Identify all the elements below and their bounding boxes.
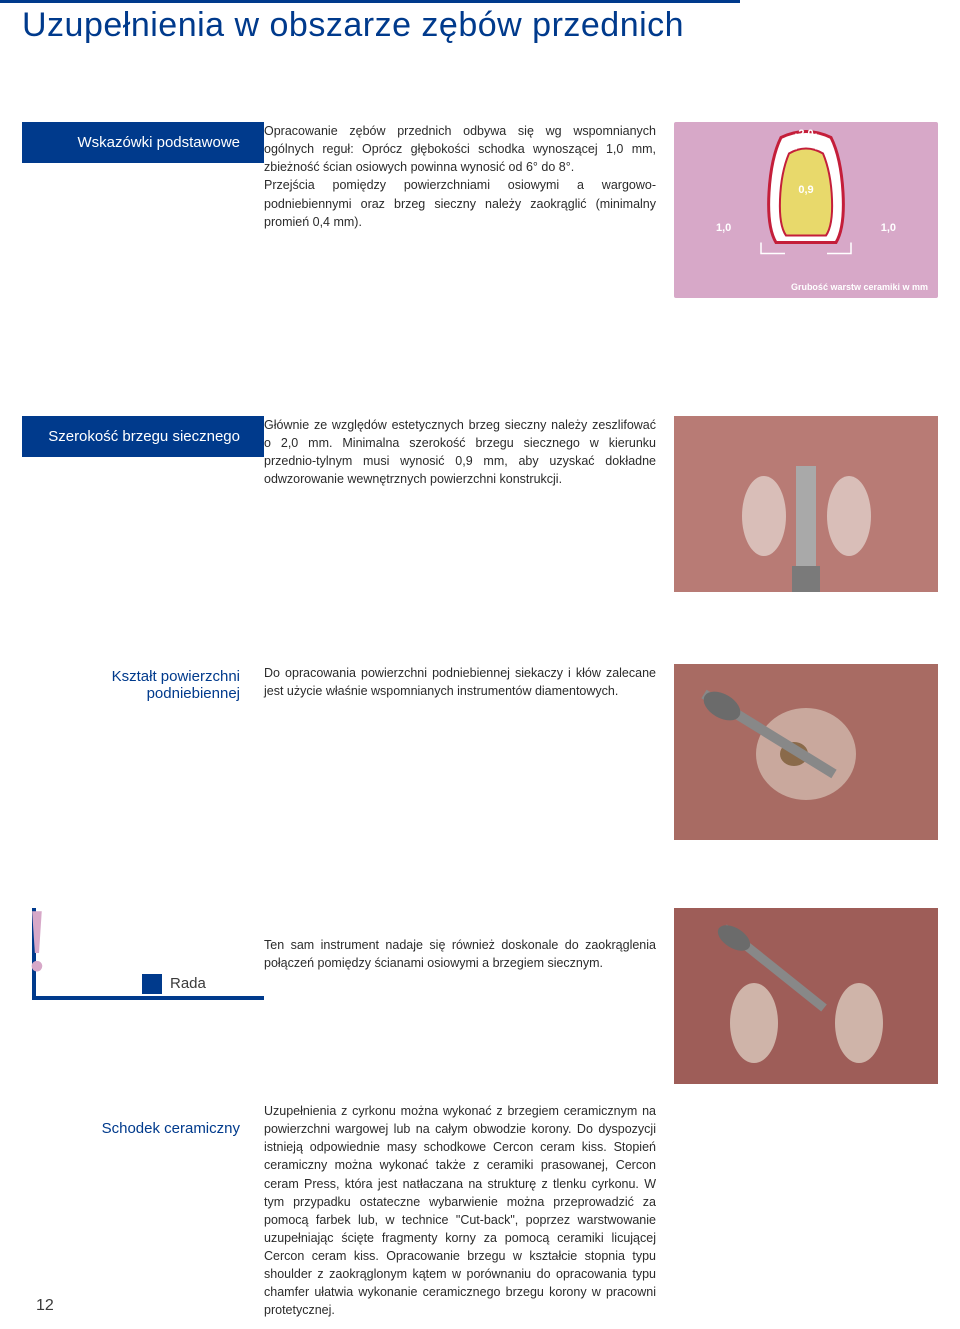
section-label: Szerokość brzegu siecznego xyxy=(22,416,264,457)
section-body: Ten sam instrument nadaje się również do… xyxy=(264,908,674,1084)
exclamation-icon: ! xyxy=(22,896,52,986)
dim-left: 1,0 xyxy=(716,222,731,234)
tip-square-icon xyxy=(142,974,162,994)
clinical-photo xyxy=(674,664,938,840)
section-label-text: Kształt powierzchni podniebiennej xyxy=(22,668,240,702)
section-body: Głównie ze względów estetycznych brzeg s… xyxy=(264,416,674,592)
page-title: Uzupełnienia w obszarze zębów przednich xyxy=(0,0,960,55)
photo-icon xyxy=(674,416,938,592)
diagram-caption: Grubość warstw ceramiki w mm xyxy=(791,282,928,292)
section-ceramic-shoulder: Schodek ceramiczny Uzupełnienia z cyrkon… xyxy=(22,1102,938,1320)
tip-label: Rada xyxy=(170,975,206,992)
page-number: 12 xyxy=(36,1297,54,1315)
section-body: Uzupełnienia z cyrkonu można wykonać z b… xyxy=(264,1102,674,1320)
section-body: Do opracowania powierzchni podniebiennej… xyxy=(264,664,674,840)
photo-icon xyxy=(674,908,938,1084)
section-incisal-width: Szerokość brzegu siecznego Głównie ze wz… xyxy=(22,416,938,592)
section-label: Wskazówki podstawowe xyxy=(22,122,264,163)
section-body: Opracowanie zębów przednich odbywa się w… xyxy=(264,122,674,298)
section-palatal-shape: Kształt powierzchni podniebiennej Do opr… xyxy=(22,664,938,840)
section-basic-guidelines: Wskazówki podstawowe Opracowanie zębów p… xyxy=(22,122,938,298)
dim-top: 2,0 xyxy=(798,128,813,140)
tooth-diagram: 2,0 0,9 1,0 1,0 Grubość warstw ceramiki … xyxy=(674,122,938,298)
clinical-photo xyxy=(674,908,938,1084)
section-label: Kształt powierzchni podniebiennej xyxy=(22,664,264,840)
section-tip: ! Rada Ten sam instrument nadaje się rów… xyxy=(22,908,938,1084)
dim-right: 1,0 xyxy=(881,222,896,234)
dim-mid: 0,9 xyxy=(798,184,813,196)
clinical-photo xyxy=(674,416,938,592)
tip-label-box: ! Rada xyxy=(22,908,264,1084)
title-rule xyxy=(0,0,740,3)
photo-icon xyxy=(674,664,938,840)
tooth-svg xyxy=(741,128,871,278)
section-label: Schodek ceramiczny xyxy=(22,1102,264,1320)
